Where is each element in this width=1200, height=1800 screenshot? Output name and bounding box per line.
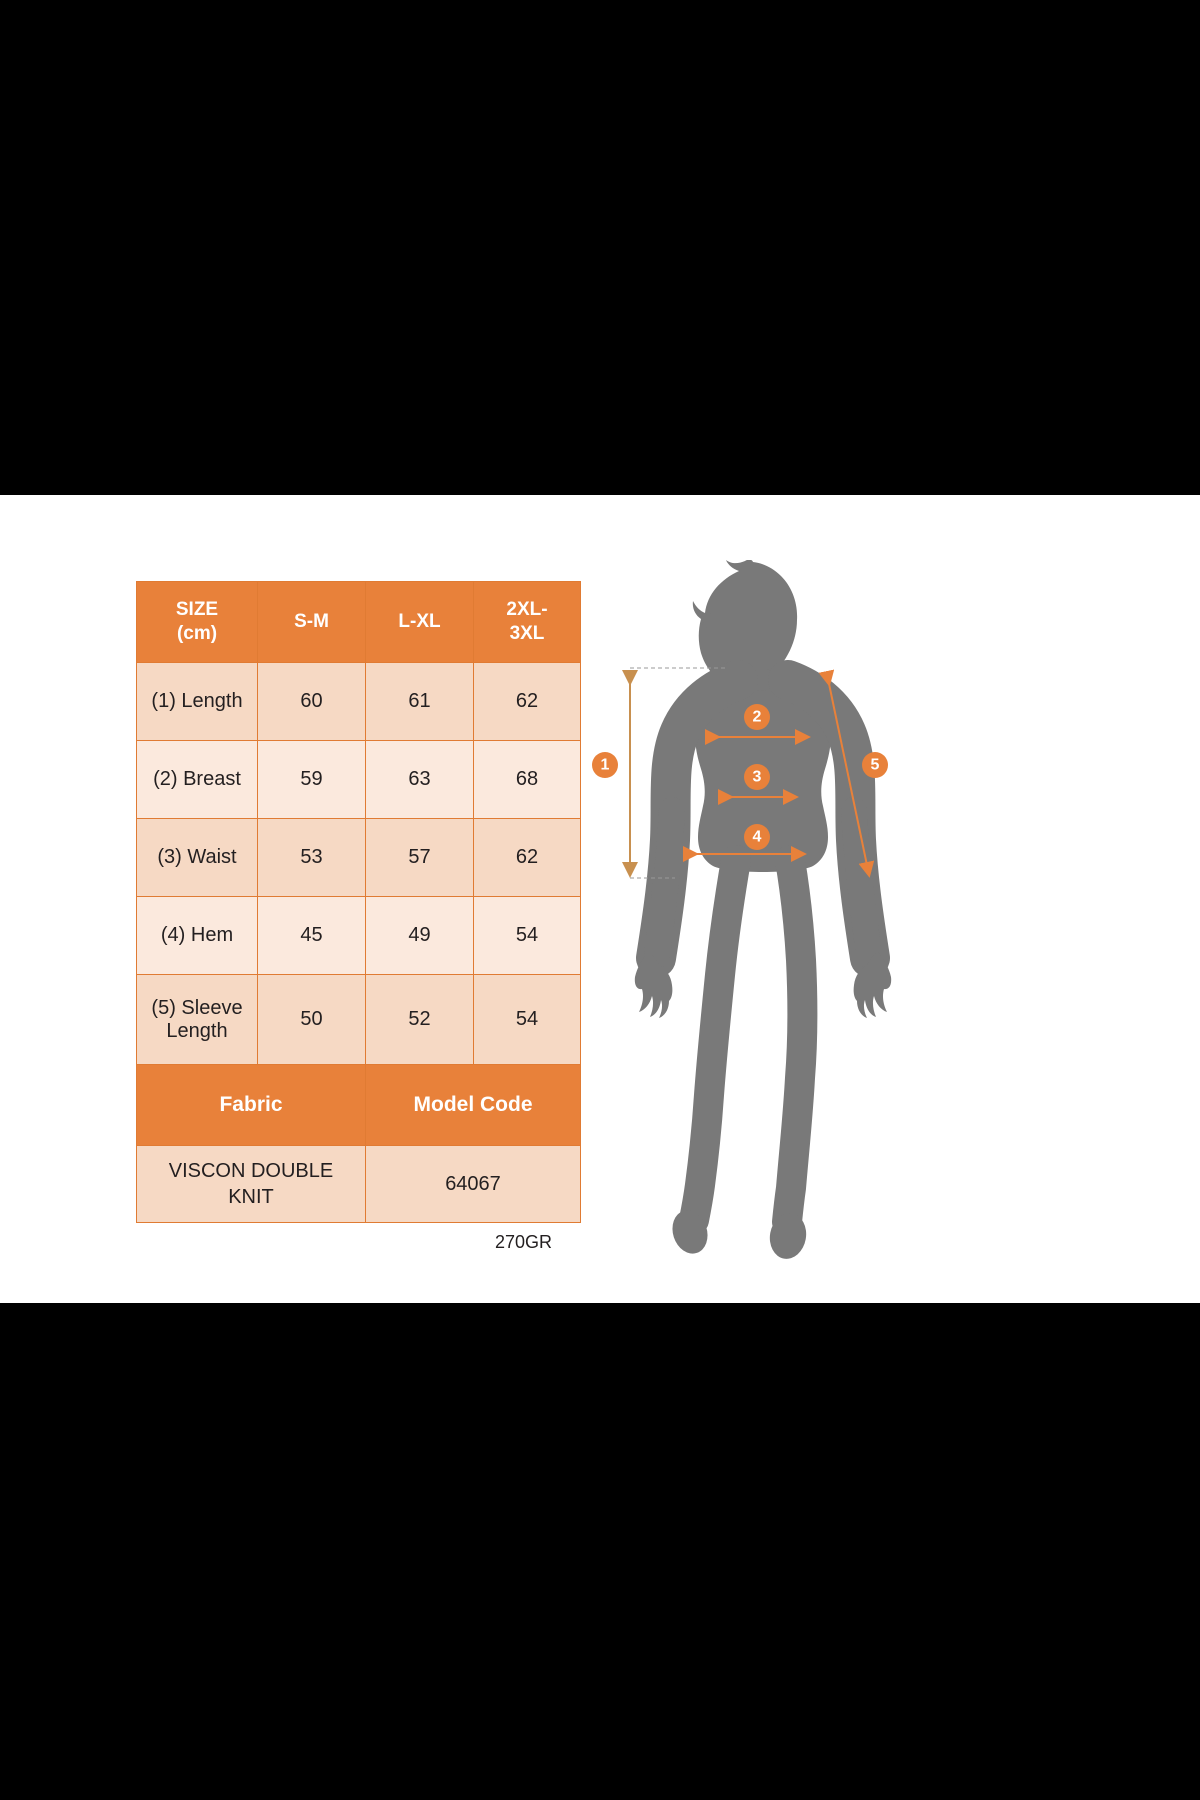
svg-text:1: 1 [601,757,610,774]
svg-text:5: 5 [871,757,880,774]
svg-text:2: 2 [753,709,762,726]
svg-text:4: 4 [753,829,762,846]
svg-text:3: 3 [753,769,762,786]
